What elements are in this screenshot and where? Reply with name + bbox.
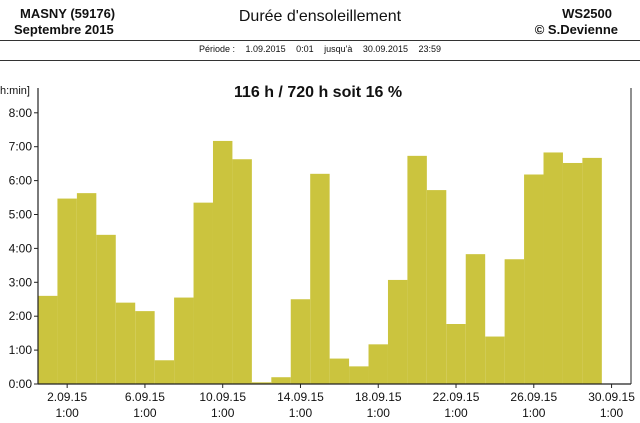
- bar-day-12: [251, 382, 272, 385]
- x-tick-time-label: 1:00: [367, 406, 391, 420]
- bar-day-21: [426, 190, 447, 384]
- x-tick-date-label: 10.09.15: [199, 390, 246, 404]
- bar-day-3: [76, 193, 97, 384]
- header-divider-bottom: [0, 60, 640, 61]
- bar-day-29: [582, 157, 602, 384]
- bar-day-15: [310, 173, 330, 384]
- bar-day-27: [543, 152, 563, 384]
- chart-title: Durée d'ensoleillement: [238, 8, 402, 25]
- y-tick-label: 0:00: [9, 377, 33, 391]
- bar-day-16: [329, 358, 350, 384]
- period-until: jusqu'à: [324, 44, 353, 54]
- period-end-time: 23:59: [418, 44, 441, 54]
- bar-day-8: [174, 297, 194, 384]
- y-axis-label: h:min]: [0, 85, 30, 97]
- y-tick-label: 5:00: [9, 208, 33, 222]
- bar-day-2: [57, 198, 77, 384]
- bar-day-22: [446, 324, 466, 384]
- y-tick-label: 3:00: [9, 275, 33, 289]
- y-tick-label: 2:00: [9, 309, 33, 323]
- month-label: Septembre 2015: [14, 22, 114, 37]
- bar-day-7: [154, 360, 175, 384]
- bar-day-19: [387, 279, 408, 384]
- x-tick-time-label: 1:00: [211, 406, 235, 420]
- period-end-date: 30.09.2015: [362, 44, 408, 54]
- x-tick-date-label: 30.09.15: [588, 390, 635, 404]
- bar-day-1: [38, 295, 58, 384]
- bar-day-6: [135, 311, 155, 384]
- period-line: Période : 1.09.2015 0:01 jusqu'à 30.09.2…: [0, 44, 640, 54]
- bar-day-17: [349, 366, 369, 384]
- y-tick-label: 8:00: [9, 106, 33, 120]
- copyright-label: © S.Devienne: [534, 22, 618, 37]
- x-tick-time-label: 1:00: [600, 406, 624, 420]
- bar-day-26: [524, 174, 544, 384]
- x-tick-date-label: 26.09.15: [510, 390, 557, 404]
- period-start-time: 0:01: [296, 44, 314, 54]
- x-tick-date-label: 22.09.15: [433, 390, 480, 404]
- bar-day-25: [504, 259, 525, 384]
- bar-day-5: [115, 302, 136, 384]
- period-label: Période :: [198, 44, 236, 54]
- bar-day-18: [368, 344, 388, 384]
- bar-day-20: [407, 155, 427, 384]
- bar-day-4: [96, 234, 116, 384]
- device-label: WS2500: [562, 6, 612, 21]
- x-tick-time-label: 1:00: [289, 406, 313, 420]
- bar-day-24: [485, 336, 505, 384]
- bar-day-9: [193, 202, 213, 384]
- y-tick-label: 1:00: [9, 343, 33, 357]
- bar-day-28: [562, 162, 583, 384]
- x-tick-date-label: 6.09.15: [125, 390, 165, 404]
- x-tick-time-label: 1:00: [522, 406, 546, 420]
- x-tick-time-label: 1:00: [55, 406, 79, 420]
- y-tick-label: 4:00: [9, 241, 33, 255]
- x-tick-date-label: 18.09.15: [355, 390, 402, 404]
- y-tick-label: 6:00: [9, 174, 33, 188]
- bar-day-13: [271, 377, 291, 384]
- bar-day-14: [290, 299, 311, 384]
- x-tick-time-label: 1:00: [444, 406, 468, 420]
- chart-summary: 116 h / 720 h soit 16 %: [234, 84, 402, 101]
- station-name: MASNY (59176): [20, 6, 116, 21]
- y-tick-label: 7:00: [9, 140, 33, 154]
- x-tick-date-label: 2.09.15: [47, 390, 87, 404]
- header-divider-top: [0, 40, 640, 41]
- bar-day-23: [465, 254, 486, 384]
- x-tick-date-label: 14.09.15: [277, 390, 324, 404]
- bar-day-10: [212, 140, 233, 384]
- period-start-date: 1.09.2015: [245, 44, 286, 54]
- bar-day-11: [232, 159, 252, 384]
- x-tick-time-label: 1:00: [133, 406, 157, 420]
